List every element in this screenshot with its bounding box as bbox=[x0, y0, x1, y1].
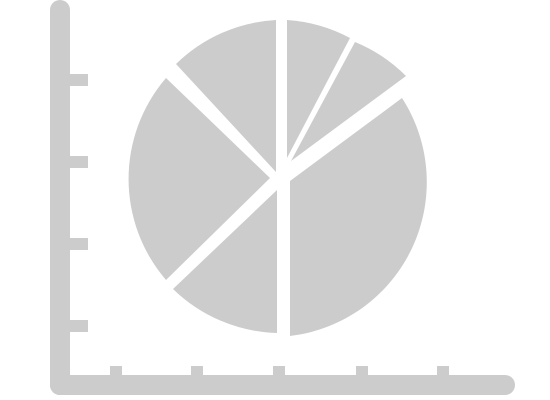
y-tick bbox=[68, 238, 88, 250]
pie-slice bbox=[128, 78, 270, 280]
y-tick bbox=[68, 156, 88, 168]
x-tick bbox=[191, 366, 203, 380]
axes-frame bbox=[50, 0, 515, 395]
pie-slice bbox=[291, 42, 406, 161]
x-tick bbox=[437, 366, 449, 380]
pie-slice bbox=[176, 20, 276, 172]
x-tick bbox=[110, 366, 122, 380]
pie-slice bbox=[287, 20, 350, 158]
x-tick bbox=[273, 366, 285, 380]
pie-chart-graphic bbox=[128, 20, 427, 336]
x-tick bbox=[356, 366, 368, 380]
y-tick bbox=[68, 74, 88, 86]
pie-slice bbox=[290, 98, 427, 336]
y-tick bbox=[68, 320, 88, 332]
pie-slice bbox=[173, 190, 277, 333]
